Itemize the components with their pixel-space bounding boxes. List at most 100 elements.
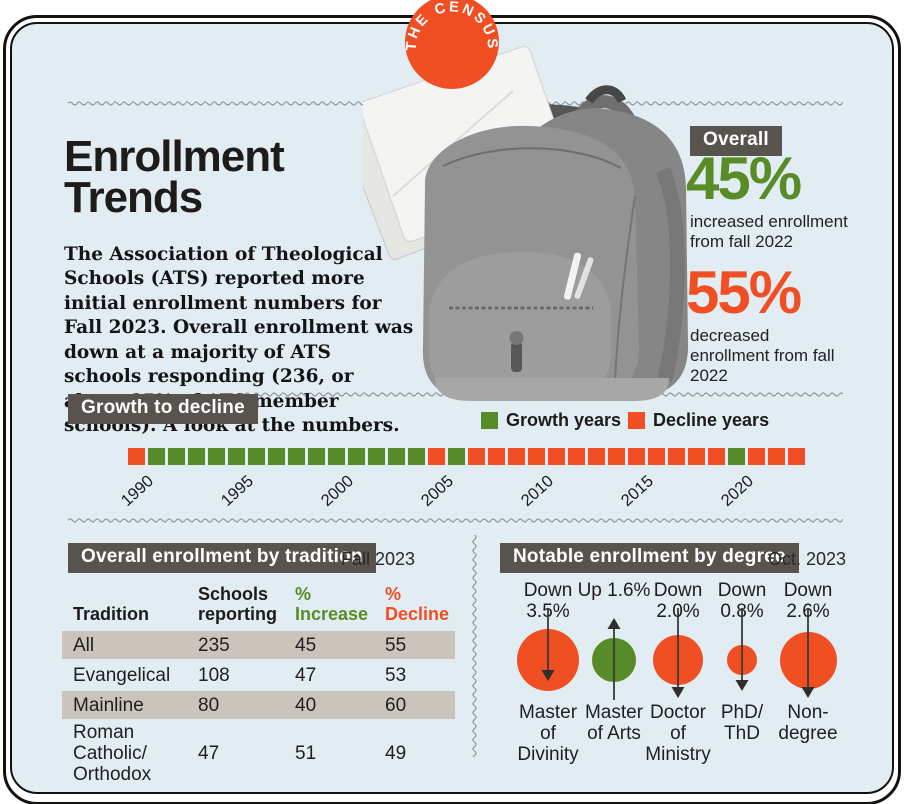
col-increase: % Increase (295, 584, 369, 624)
table-cell: 55 (385, 634, 407, 656)
table-cell: 53 (385, 664, 407, 686)
degree-period: Oct. 2023 (768, 549, 847, 569)
tradition-table-header: Tradition Schools reporting % Increase %… (62, 584, 466, 624)
table-cell: 47 (198, 743, 220, 764)
year-square-1996 (248, 448, 265, 465)
table-cell: 235 (198, 634, 230, 656)
down-arrow-icon (671, 608, 685, 698)
year-square-2016 (648, 448, 665, 465)
degree-name-label: PhD/ThD (720, 702, 764, 744)
year-square-2008 (488, 448, 505, 465)
year-square-2004 (408, 448, 425, 465)
table-cell: 47 (295, 664, 317, 686)
degree-name-label: Non-degree (778, 702, 838, 744)
year-square-1990 (128, 448, 145, 465)
table-row: Evangelical 108 47 53 (62, 661, 455, 689)
intro-paragraph: The Association of Theological Schools (… (64, 243, 414, 437)
table-cell: 49 (385, 743, 407, 764)
degree-name-label: Doctor of Ministry (645, 702, 711, 765)
down-arrow-icon (801, 608, 815, 698)
year-square-2023 (788, 448, 805, 465)
table-cell: 60 (385, 694, 407, 716)
year-square-2013 (588, 448, 605, 465)
year-square-2010 (528, 448, 545, 465)
degree-item-master-of-arts: Up 1.6% Master of Arts (559, 580, 669, 765)
year-square-1995 (228, 448, 245, 465)
legend-growth: Growth years (481, 410, 621, 431)
year-square-2022 (768, 448, 785, 465)
census-logo-badge: THE CENSUS (404, 0, 499, 89)
year-square-1993 (188, 448, 205, 465)
decline-legend-swatch-icon (628, 412, 645, 429)
decrease-caption: decreased enrollment from fall 2022 (690, 326, 835, 385)
table-cell: Mainline (73, 694, 144, 716)
year-square-2015 (628, 448, 645, 465)
down-arrow-icon (541, 608, 555, 681)
year-square-2005 (428, 448, 445, 465)
tradition-section-badge: Overall enrollment by tradition (68, 543, 376, 573)
backpack-illustration (363, 46, 689, 402)
increase-caption: increased enrollment from fall 2022 (690, 212, 848, 251)
decrease-percentage: 55% (686, 259, 802, 326)
year-square-2001 (348, 448, 365, 465)
table-cell: Roman Catholic/ Orthodox (73, 722, 152, 785)
growth-legend-swatch-icon (481, 412, 498, 429)
year-square-1994 (208, 448, 225, 465)
year-square-2002 (368, 448, 385, 465)
year-square-1992 (168, 448, 185, 465)
increase-percentage: 45% (686, 145, 802, 212)
decline-legend-label: Decline years (653, 410, 770, 430)
year-square-1999 (308, 448, 325, 465)
page-title: Enrollment Trends (64, 132, 285, 222)
growth-to-decline-badge: Growth to decline (68, 394, 258, 424)
page-title-line2: Trends (64, 173, 203, 222)
table-cell: Evangelical (73, 664, 171, 686)
page-title-line1: Enrollment (64, 132, 285, 181)
year-square-2014 (608, 448, 625, 465)
table-cell: 108 (198, 664, 230, 686)
degree-change-label: Up 1.6% (577, 580, 651, 601)
degree-item-phd-thd: Down 0.8% PhD/ThD (687, 580, 797, 765)
degree-item-doctor-of-ministry: Down 2.0% Doctor of Ministry (623, 580, 733, 765)
year-square-2003 (388, 448, 405, 465)
table-cell: 40 (295, 694, 317, 716)
up-arrow-icon (607, 618, 621, 700)
timeline-squares (128, 448, 805, 465)
degree-section-badge: Notable enrollment by degree (500, 543, 799, 573)
wavy-divider-vertical (471, 535, 479, 757)
year-square-1998 (288, 448, 305, 465)
degree-item-non-degree: Down 2.6% Non-degree (753, 580, 863, 765)
year-square-2006 (448, 448, 465, 465)
tradition-period: Fall 2023 (341, 549, 416, 569)
year-square-2009 (508, 448, 525, 465)
col-decline: % Decline (385, 584, 450, 624)
table-cell: All (73, 634, 95, 656)
year-square-1997 (268, 448, 285, 465)
table-cell: 51 (295, 743, 317, 764)
table-row: Mainline 80 40 60 (62, 691, 455, 719)
year-square-2017 (668, 448, 685, 465)
year-square-2007 (468, 448, 485, 465)
degree-item-master-of-divinity: Down 3.5% Master of Divinity (493, 580, 603, 765)
tradition-table-body: All 235 45 55 Evangelical 108 47 53 Mainline 80 40… (62, 631, 455, 788)
legend-decline: Decline years (628, 410, 769, 431)
year-square-2012 (568, 448, 585, 465)
degree-name-label: Master of Arts (584, 702, 644, 744)
table-cell: 45 (295, 634, 317, 656)
year-square-2000 (328, 448, 345, 465)
col-tradition: Tradition (73, 604, 149, 624)
year-square-2018 (688, 448, 705, 465)
year-square-2019 (708, 448, 725, 465)
table-cell: 80 (198, 694, 220, 716)
col-schools-reporting: Schools reporting (198, 584, 277, 624)
overall-section-badge: Overall (690, 126, 782, 156)
year-square-2021 (748, 448, 765, 465)
year-square-1991 (148, 448, 165, 465)
down-arrow-icon (735, 608, 749, 691)
table-row: Roman Catholic/ Orthodox 47 51 49 (62, 721, 455, 786)
degree-name-label: Master of Divinity (517, 702, 579, 765)
wavy-divider-bottom (68, 517, 843, 525)
growth-legend-label: Growth years (506, 410, 622, 430)
table-row: All 235 45 55 (62, 631, 455, 659)
